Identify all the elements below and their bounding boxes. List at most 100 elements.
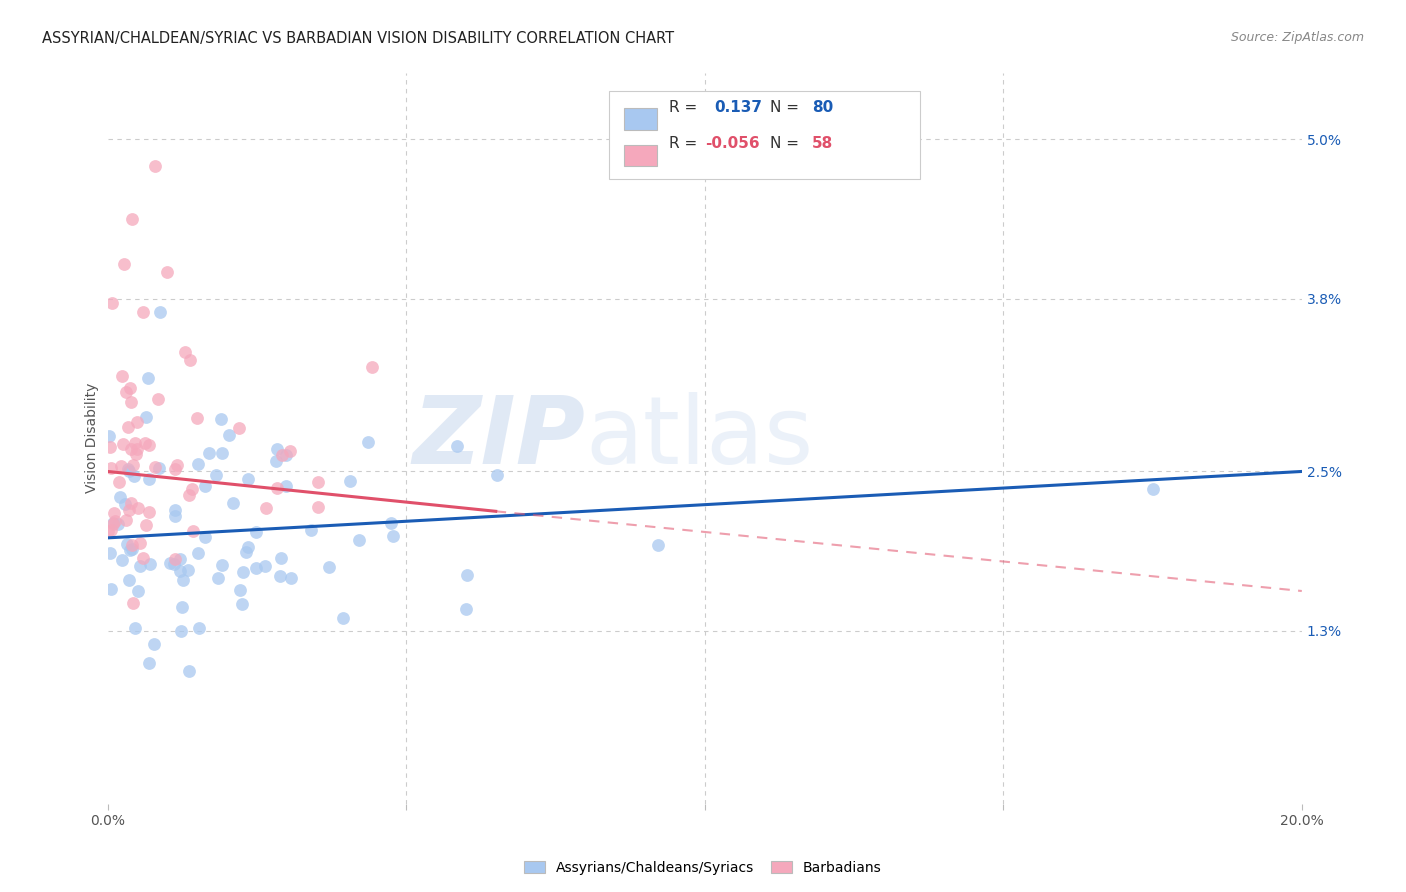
Point: [485, 468, 508, 483]
Point: [280, 571, 302, 585]
Point: [169, 565, 191, 579]
Point: [179, 353, 201, 368]
Point: [107, 516, 129, 531]
FancyBboxPatch shape: [623, 145, 657, 167]
Point: [172, 600, 194, 615]
Point: [110, 459, 132, 474]
Point: [166, 458, 188, 472]
Point: [103, 516, 125, 531]
Point: [100, 523, 122, 537]
Text: R =: R =: [669, 100, 702, 115]
Point: [138, 371, 160, 385]
Text: atlas: atlas: [585, 392, 814, 484]
Point: [118, 502, 141, 516]
Point: [122, 458, 145, 472]
Point: [98, 546, 121, 560]
Point: [1142, 482, 1164, 496]
Point: [235, 545, 257, 559]
Point: [194, 530, 217, 544]
Point: [245, 525, 267, 540]
Point: [103, 506, 125, 520]
Point: [143, 459, 166, 474]
Point: [165, 502, 187, 516]
Point: [145, 159, 167, 173]
Point: [97, 429, 120, 443]
Text: ZIP: ZIP: [412, 392, 585, 484]
Point: [120, 394, 142, 409]
Point: [118, 542, 141, 557]
Point: [236, 472, 259, 486]
Point: [132, 305, 155, 319]
Point: [163, 551, 186, 566]
Point: [117, 462, 139, 476]
Point: [228, 421, 250, 435]
Point: [232, 565, 254, 579]
Point: [163, 557, 186, 571]
Point: [186, 411, 208, 425]
Point: [138, 657, 160, 671]
Point: [108, 491, 131, 505]
Point: [101, 296, 124, 310]
Point: [361, 360, 384, 375]
Point: [179, 488, 201, 502]
Point: [121, 542, 143, 557]
Point: [97, 524, 120, 538]
Point: [211, 558, 233, 573]
Point: [127, 500, 149, 515]
Point: [118, 464, 141, 478]
Point: [231, 597, 253, 611]
Point: [121, 212, 143, 227]
Point: [117, 537, 139, 551]
Point: [339, 474, 361, 488]
Text: -0.056: -0.056: [704, 136, 759, 152]
Point: [118, 573, 141, 587]
Point: [307, 475, 329, 490]
Point: [101, 516, 124, 531]
Text: 58: 58: [813, 136, 834, 152]
Point: [187, 457, 209, 471]
Point: [111, 368, 134, 383]
Point: [121, 596, 143, 610]
Point: [299, 523, 322, 537]
Text: ASSYRIAN/CHALDEAN/SYRIAC VS BARBADIAN VISION DISABILITY CORRELATION CHART: ASSYRIAN/CHALDEAN/SYRIAC VS BARBADIAN VI…: [42, 31, 675, 46]
Point: [138, 438, 160, 452]
Point: [211, 445, 233, 459]
Point: [100, 582, 122, 597]
Point: [139, 558, 162, 572]
Point: [135, 409, 157, 424]
Point: [187, 546, 209, 560]
Point: [177, 564, 200, 578]
Point: [127, 584, 149, 599]
Text: N =: N =: [770, 136, 804, 152]
Point: [125, 415, 148, 429]
Point: [114, 497, 136, 511]
Point: [197, 446, 219, 460]
Point: [264, 454, 287, 468]
Point: [122, 469, 145, 483]
Point: [117, 420, 139, 434]
Point: [125, 447, 148, 461]
Point: [221, 496, 243, 510]
Point: [188, 621, 211, 635]
Y-axis label: Vision Disability: Vision Disability: [86, 383, 100, 493]
Point: [218, 428, 240, 442]
Point: [245, 561, 267, 575]
Point: [121, 538, 143, 552]
Point: [100, 460, 122, 475]
Point: [266, 442, 288, 456]
Point: [138, 506, 160, 520]
Point: [456, 601, 478, 615]
Point: [114, 384, 136, 399]
Point: [174, 345, 197, 359]
Point: [104, 514, 127, 528]
Point: [128, 535, 150, 549]
Text: R =: R =: [669, 136, 702, 152]
Point: [347, 533, 370, 547]
Point: [332, 610, 354, 624]
Point: [149, 305, 172, 319]
Point: [254, 501, 277, 516]
Point: [194, 479, 217, 493]
Point: [124, 436, 146, 450]
Point: [278, 443, 301, 458]
Text: Source: ZipAtlas.com: Source: ZipAtlas.com: [1230, 31, 1364, 45]
